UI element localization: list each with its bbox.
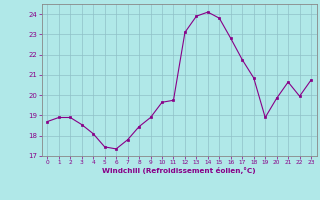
X-axis label: Windchill (Refroidissement éolien,°C): Windchill (Refroidissement éolien,°C) bbox=[102, 167, 256, 174]
